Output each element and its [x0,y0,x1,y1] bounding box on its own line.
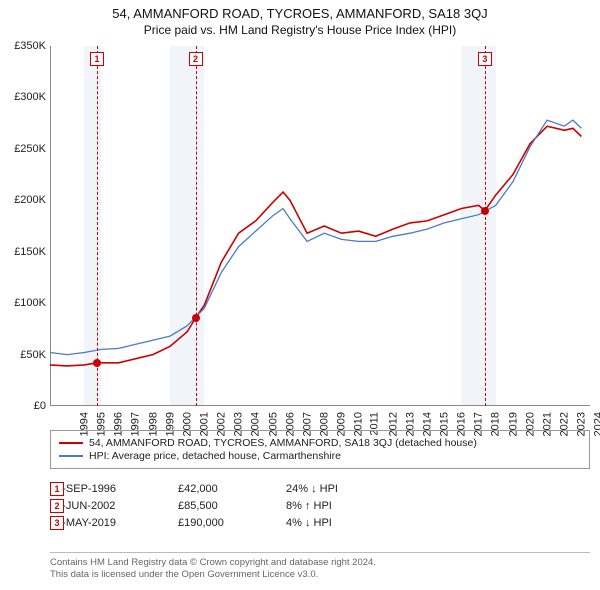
marker-dot [481,207,489,215]
marker-line [97,46,98,406]
y-tick-label: £50K [0,349,46,361]
event-marker: 3 [50,516,64,530]
series-hpi [50,120,581,355]
event-date: 13-MAY-2019 [50,517,150,529]
marker-dot [93,359,101,367]
y-tick-label: £150K [0,246,46,258]
marker-dot [192,314,200,322]
y-tick-label: £350K [0,40,46,52]
events-table: 1 27-SEP-1996 £42,000 24% ↓ HPI 2 28-JUN… [50,478,590,534]
legend-row: 54, AMMANFORD ROAD, TYCROES, AMMANFORD, … [59,437,581,449]
legend-swatch [59,455,83,457]
y-tick-label: £100K [0,297,46,309]
chart-lines [50,46,590,406]
marker-line [485,46,486,406]
event-price: £85,500 [178,500,258,512]
x-tick-label: 2024 [593,412,600,436]
y-tick-label: £200K [0,194,46,206]
event-price: £42,000 [178,483,258,495]
event-marker: 1 [50,482,64,496]
marker-label: 3 [478,52,492,66]
chart-plot-area: £0£50K£100K£150K£200K£250K£300K£350K 199… [50,46,590,406]
event-date: 27-SEP-1996 [50,483,150,495]
legend-swatch [59,442,83,444]
chart-title: 54, AMMANFORD ROAD, TYCROES, AMMANFORD, … [0,6,600,21]
event-date: 28-JUN-2002 [50,500,150,512]
chart-subtitle: Price paid vs. HM Land Registry's House … [0,23,600,37]
event-marker: 2 [50,499,64,513]
y-tick-label: £250K [0,143,46,155]
legend-row: HPI: Average price, detached house, Carm… [59,450,581,462]
event-row: 1 27-SEP-1996 £42,000 24% ↓ HPI [50,483,590,495]
legend-label: HPI: Average price, detached house, Carm… [89,450,341,462]
event-price: £190,000 [178,517,258,529]
marker-label: 1 [90,52,104,66]
event-row: 2 28-JUN-2002 £85,500 8% ↑ HPI [50,500,590,512]
license-line: This data is licensed under the Open Gov… [50,569,590,581]
license-text: Contains HM Land Registry data © Crown c… [50,552,590,582]
legend-label: 54, AMMANFORD ROAD, TYCROES, AMMANFORD, … [89,437,477,449]
license-line: Contains HM Land Registry data © Crown c… [50,557,590,569]
event-pct: 8% ↑ HPI [286,500,376,512]
event-pct: 4% ↓ HPI [286,517,376,529]
event-pct: 24% ↓ HPI [286,483,376,495]
marker-label: 2 [189,52,203,66]
event-row: 3 13-MAY-2019 £190,000 4% ↓ HPI [50,517,590,529]
y-tick-label: £300K [0,91,46,103]
legend: 54, AMMANFORD ROAD, TYCROES, AMMANFORD, … [50,430,590,469]
marker-line [196,46,197,406]
y-tick-label: £0 [0,400,46,412]
series-price_paid [50,126,581,366]
